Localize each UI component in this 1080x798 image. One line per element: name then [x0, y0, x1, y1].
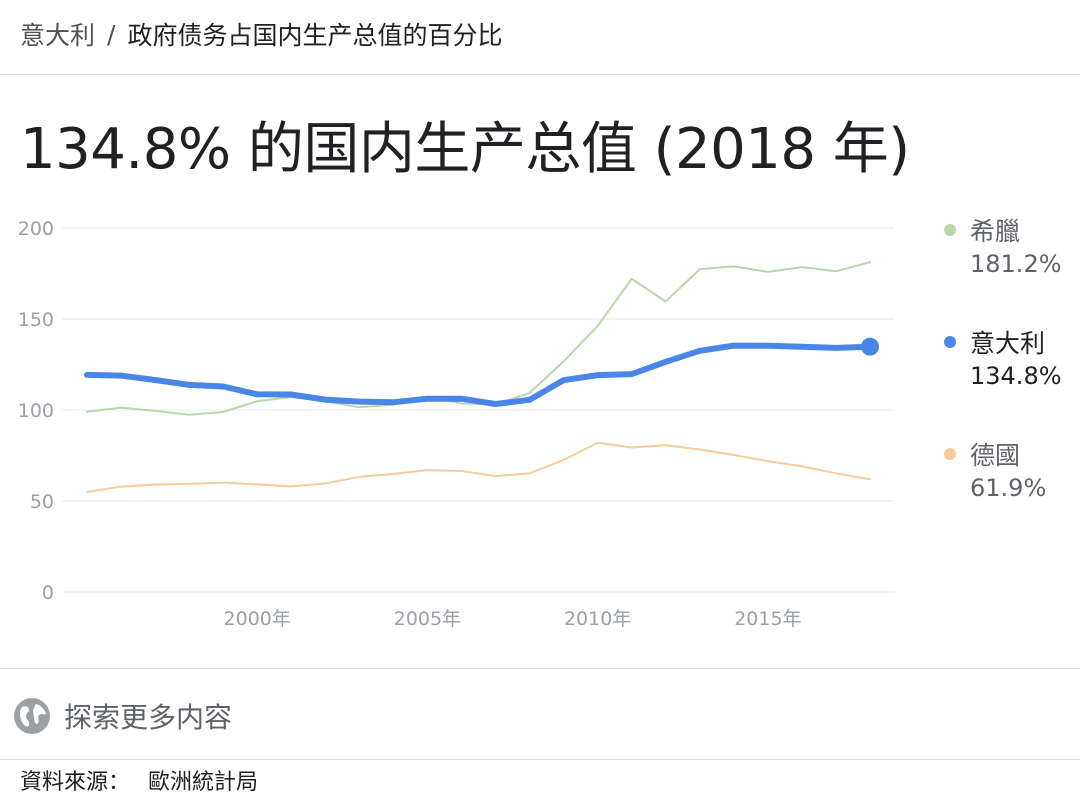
legend-value-germany: 61.9%	[970, 474, 1046, 502]
series-endpoint-italy[interactable]	[861, 337, 879, 356]
series-line-italy[interactable]	[84, 342, 873, 407]
source-line: 資料來源： 歐洲統計局	[20, 764, 258, 796]
explore-more-label: 探索更多内容	[64, 701, 233, 734]
debt-line-chart[interactable]: 0 50 100 150 200 2000年 2005年 2010年 2015年 希臘 181.…	[0, 200, 1080, 650]
chart-divider	[0, 668, 1080, 669]
x-tick-label: 2000年	[224, 608, 291, 630]
source-value[interactable]: 歐洲統計局	[148, 770, 259, 795]
headline-value: 134.8% 的国内生产总值 (2018 年)	[20, 117, 910, 182]
series-line-greece[interactable]	[86, 261, 871, 416]
chart-series	[84, 261, 879, 493]
breadcrumb-current: 政府债务占国内生产总值的百分比	[127, 21, 503, 50]
legend-swatch-italy	[944, 336, 956, 348]
source-label: 資料來源：	[20, 770, 131, 795]
chart-grid	[62, 227, 894, 593]
globe-icon	[14, 698, 50, 734]
y-tick-label: 200	[18, 218, 54, 240]
legend-value-greece: 181.2%	[970, 250, 1062, 278]
chart-legend: 希臘 181.2% 意大利 134.8% 德國 61.9%	[944, 217, 1062, 502]
y-axis-ticks: 0 50 100 150 200	[18, 218, 54, 604]
footer-divider	[0, 759, 1080, 760]
y-tick-label: 0	[42, 582, 54, 604]
breadcrumb-country-link[interactable]: 意大利	[20, 21, 96, 50]
x-tick-label: 2015年	[734, 608, 801, 630]
y-tick-label: 100	[18, 400, 54, 422]
x-tick-label: 2005年	[394, 608, 461, 630]
explore-more-button[interactable]: 探索更多内容	[12, 694, 232, 738]
legend-swatch-germany	[944, 448, 956, 460]
breadcrumb-separator: /	[107, 19, 116, 49]
x-axis-ticks: 2000年 2005年 2010年 2015年	[224, 608, 802, 630]
x-tick-label: 2010年	[564, 608, 631, 630]
y-tick-label: 50	[30, 491, 54, 513]
legend-name-germany[interactable]: 德國	[970, 441, 1020, 470]
legend-name-greece[interactable]: 希臘	[970, 217, 1020, 246]
legend-name-italy[interactable]: 意大利	[970, 329, 1045, 358]
legend-value-italy: 134.8%	[970, 362, 1062, 390]
breadcrumb: 意大利 / 政府债务占国内生产总值的百分比	[20, 14, 502, 54]
header-divider	[0, 74, 1080, 75]
legend-swatch-greece	[944, 224, 956, 236]
y-tick-label: 150	[18, 309, 54, 331]
series-line-germany[interactable]	[86, 441, 871, 493]
